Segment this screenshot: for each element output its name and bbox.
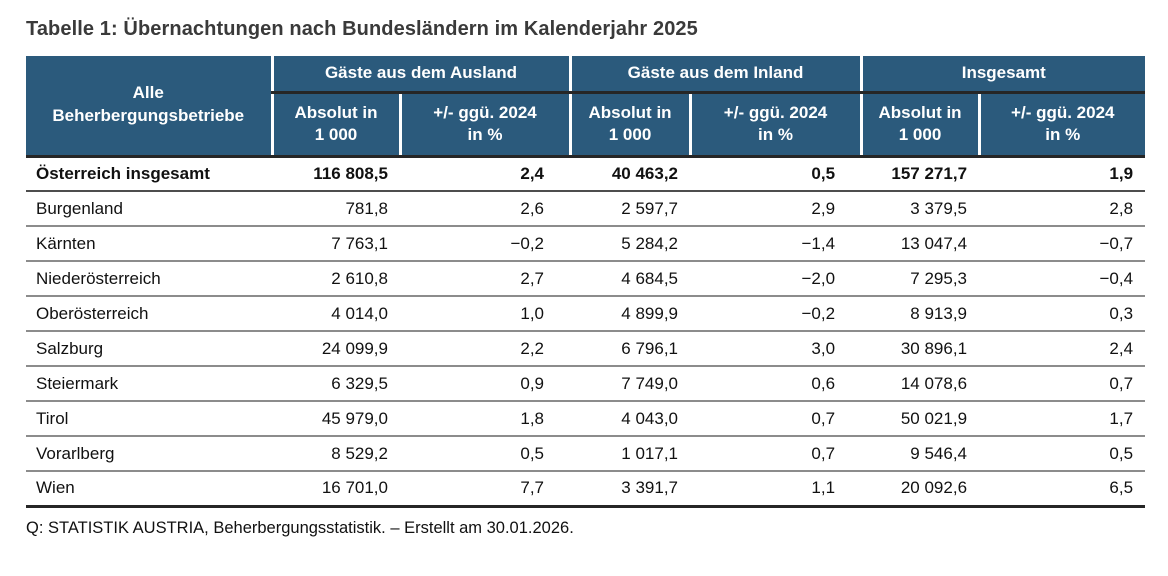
source-note: Q: STATISTIK AUSTRIA, Beherbergungsstati… (26, 518, 574, 537)
cell-value: 40 463,2 (570, 156, 691, 192)
table-header: Alle Beherbergungsbetriebe Gäste aus dem… (26, 56, 1146, 158)
cell-value: 7,7 (400, 471, 571, 508)
table-row: Burgenland 781,8 2,6 2 597,7 2,9 3 379,5 2,8 (26, 191, 1146, 227)
cell-value: 1,8 (400, 401, 571, 437)
cell-value: 8 529,2 (272, 436, 400, 472)
overnight-stays-table: Alle Beherbergungsbetriebe Gäste aus dem… (26, 56, 1146, 508)
row-label: Niederösterreich (26, 261, 272, 297)
header-sub-row: Absolut in 1 000 +/- ggü. 2024 in % Abso… (26, 90, 1146, 158)
row-label: Wien (26, 471, 272, 508)
cell-value: 3 379,5 (861, 191, 980, 227)
cell-value: 24 099,9 (272, 331, 400, 367)
cell-value: 7 763,1 (272, 226, 400, 262)
cell-value: 3,0 (690, 331, 862, 367)
subheader-ausland-absolut: Absolut in 1 000 (270, 90, 400, 158)
cell-value: −1,4 (690, 226, 862, 262)
subheader-inland-change: +/- ggü. 2024 in % (688, 90, 862, 158)
cell-value: 2,6 (400, 191, 571, 227)
cell-value: 2,4 (979, 331, 1146, 367)
row-label: Tirol (26, 401, 272, 437)
table-row: Vorarlberg 8 529,2 0,5 1 017,1 0,7 9 546,4 0,5 (26, 436, 1146, 472)
row-label: Österreich insgesamt (26, 156, 272, 192)
cell-value: 116 808,5 (272, 156, 400, 192)
cell-value: 6,5 (979, 471, 1146, 508)
cell-value: 0,7 (979, 366, 1146, 402)
cell-value: 4 684,5 (570, 261, 691, 297)
table-row: Tirol 45 979,0 1,8 4 043,0 0,7 50 021,9 1,7 (26, 401, 1146, 437)
table-row: Kärnten 7 763,1 −0,2 5 284,2 −1,4 13 047,4 −0,… (26, 226, 1146, 262)
cell-value: 3 391,7 (570, 471, 691, 508)
page: Tabelle 1: Übernachtungen nach Bundeslän… (26, 18, 1146, 537)
cell-value: 4 899,9 (570, 296, 691, 332)
cell-value: −0,7 (979, 226, 1146, 262)
cell-value: 2,7 (400, 261, 571, 297)
cell-value: 0,3 (979, 296, 1146, 332)
table-row: Niederösterreich 2 610,8 2,7 4 684,5 −2,0 7 2… (26, 261, 1146, 297)
cell-value: 2 610,8 (272, 261, 400, 297)
cell-value: 0,5 (400, 436, 571, 472)
cell-value: 2,9 (690, 191, 862, 227)
cell-value: 7 295,3 (861, 261, 980, 297)
cell-value: 30 896,1 (861, 331, 980, 367)
subheader-ausland-change: +/- ggü. 2024 in % (398, 90, 571, 158)
cell-value: 157 271,7 (861, 156, 980, 192)
cell-value: 45 979,0 (272, 401, 400, 437)
table-row: Oberösterreich 4 014,0 1,0 4 899,9 −0,2 8 913… (26, 296, 1146, 332)
column-group-insgesamt: Insgesamt (859, 56, 1146, 94)
row-label: Oberösterreich (26, 296, 272, 332)
cell-value: 2,4 (400, 156, 571, 192)
cell-value: 6 329,5 (272, 366, 400, 402)
header-group-row: Alle Beherbergungsbetriebe Gäste aus dem… (26, 56, 1146, 158)
cell-value: −0,2 (400, 226, 571, 262)
stub-header: Alle Beherbergungsbetriebe (26, 56, 272, 158)
cell-value: 0,5 (690, 156, 862, 192)
cell-value: 0,7 (690, 401, 862, 437)
cell-value: 2 597,7 (570, 191, 691, 227)
cell-value: 7 749,0 (570, 366, 691, 402)
cell-value: 1,1 (690, 471, 862, 508)
cell-value: 5 284,2 (570, 226, 691, 262)
cell-value: −0,2 (690, 296, 862, 332)
cell-value: 13 047,4 (861, 226, 980, 262)
cell-value: 781,8 (272, 191, 400, 227)
row-label: Steiermark (26, 366, 272, 402)
cell-value: 8 913,9 (861, 296, 980, 332)
cell-value: 6 796,1 (570, 331, 691, 367)
cell-value: −0,4 (979, 261, 1146, 297)
cell-value: 0,9 (400, 366, 571, 402)
cell-value: 14 078,6 (861, 366, 980, 402)
subheader-insgesamt-change: +/- ggü. 2024 in % (977, 90, 1146, 158)
subheader-inland-absolut: Absolut in 1 000 (568, 90, 691, 158)
table-row: Salzburg 24 099,9 2,2 6 796,1 3,0 30 896,1 2,4 (26, 331, 1146, 367)
subheader-insgesamt-absolut: Absolut in 1 000 (859, 90, 980, 158)
table-row: Wien 16 701,0 7,7 3 391,7 1,1 20 092,6 6,5 (26, 471, 1146, 508)
cell-value: 50 021,9 (861, 401, 980, 437)
cell-value: 4 043,0 (570, 401, 691, 437)
row-label: Salzburg (26, 331, 272, 367)
cell-value: 1,0 (400, 296, 571, 332)
cell-value: 1,9 (979, 156, 1146, 192)
cell-value: 20 092,6 (861, 471, 980, 508)
row-label: Burgenland (26, 191, 272, 227)
cell-value: 16 701,0 (272, 471, 400, 508)
page-title: Tabelle 1: Übernachtungen nach Bundeslän… (26, 18, 698, 40)
column-group-inland: Gäste aus dem Inland (568, 56, 862, 94)
cell-value: 0,6 (690, 366, 862, 402)
table-body: Österreich insgesamt 116 808,5 2,4 40 463,2… (26, 156, 1146, 508)
table-row: Österreich insgesamt 116 808,5 2,4 40 463,2… (26, 156, 1146, 192)
table-row: Steiermark 6 329,5 0,9 7 749,0 0,6 14 078,6 0,… (26, 366, 1146, 402)
column-group-ausland: Gäste aus dem Ausland (270, 56, 571, 94)
cell-value: 1 017,1 (570, 436, 691, 472)
cell-value: 0,7 (690, 436, 862, 472)
cell-value: 1,7 (979, 401, 1146, 437)
cell-value: 9 546,4 (861, 436, 980, 472)
cell-value: −2,0 (690, 261, 862, 297)
cell-value: 2,8 (979, 191, 1146, 227)
row-label: Kärnten (26, 226, 272, 262)
cell-value: 0,5 (979, 436, 1146, 472)
cell-value: 2,2 (400, 331, 571, 367)
row-label: Vorarlberg (26, 436, 272, 472)
cell-value: 4 014,0 (272, 296, 400, 332)
